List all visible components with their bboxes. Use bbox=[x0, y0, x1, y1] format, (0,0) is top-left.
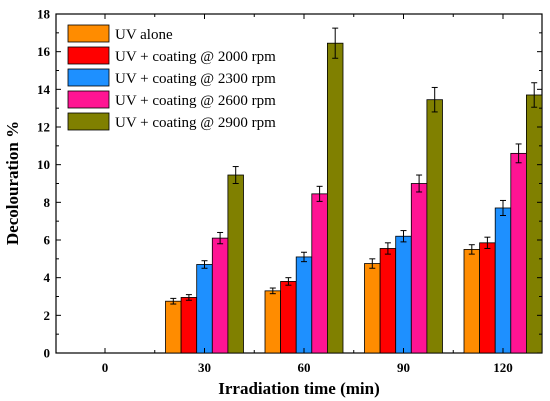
y-tick-label: 18 bbox=[37, 7, 51, 22]
bar bbox=[410, 183, 428, 354]
legend-label: UV + coating @ 2000 rpm bbox=[115, 49, 276, 65]
bar bbox=[196, 264, 213, 354]
bar bbox=[211, 237, 229, 354]
x-tick-label: 90 bbox=[397, 360, 410, 375]
x-axis-title: Irradiation time (min) bbox=[218, 379, 379, 398]
bar bbox=[364, 263, 381, 354]
legend-swatch bbox=[67, 90, 110, 109]
bar bbox=[426, 99, 443, 354]
x-tick-label: 30 bbox=[198, 360, 211, 375]
x-tick-label: 120 bbox=[493, 360, 513, 375]
y-tick-label: 10 bbox=[37, 157, 50, 172]
y-tick-label: 0 bbox=[44, 346, 51, 361]
bar bbox=[379, 248, 397, 354]
legend-swatch bbox=[67, 112, 110, 131]
legend-label: UV + coating @ 2900 rpm bbox=[115, 115, 276, 131]
bar bbox=[479, 242, 496, 354]
legend-swatch bbox=[67, 46, 110, 65]
y-axis: 0 2 4 6 8 10 12 14 16 18 bbox=[37, 7, 542, 361]
bar bbox=[510, 152, 527, 354]
x-tick-label: 0 bbox=[102, 360, 109, 375]
legend-label: UV + coating @ 2300 rpm bbox=[115, 71, 276, 87]
legend-swatch bbox=[67, 68, 110, 87]
bar bbox=[395, 235, 412, 354]
bar bbox=[295, 256, 313, 354]
y-tick-label: 12 bbox=[37, 120, 50, 135]
bars-layer bbox=[165, 42, 543, 354]
bar bbox=[326, 42, 344, 354]
bar bbox=[526, 94, 543, 354]
bar bbox=[165, 300, 182, 354]
y-tick-label: 6 bbox=[44, 233, 51, 248]
bar bbox=[463, 249, 481, 354]
y-tick-label: 16 bbox=[37, 44, 51, 59]
bar bbox=[280, 281, 297, 354]
y-tick-label: 2 bbox=[44, 308, 51, 323]
bar bbox=[264, 290, 282, 354]
error-bars-layer bbox=[170, 27, 538, 305]
bar bbox=[494, 207, 512, 354]
y-axis-title: Decolouration % bbox=[3, 121, 22, 245]
y-tick-label: 4 bbox=[44, 270, 51, 285]
x-axis: 0 30 60 90 120 bbox=[102, 14, 513, 375]
legend-swatch bbox=[67, 24, 110, 43]
x-tick-label: 60 bbox=[298, 360, 311, 375]
y-tick-label: 14 bbox=[37, 82, 51, 97]
bar bbox=[227, 174, 244, 354]
bar bbox=[311, 193, 328, 354]
legend-label: UV alone bbox=[115, 27, 173, 43]
legend-label: UV + coating @ 2600 rpm bbox=[115, 93, 276, 109]
legend: UV alone UV + coating @ 2000 rpm UV + coat… bbox=[67, 24, 276, 131]
bar bbox=[180, 297, 198, 354]
y-tick-label: 8 bbox=[44, 195, 51, 210]
